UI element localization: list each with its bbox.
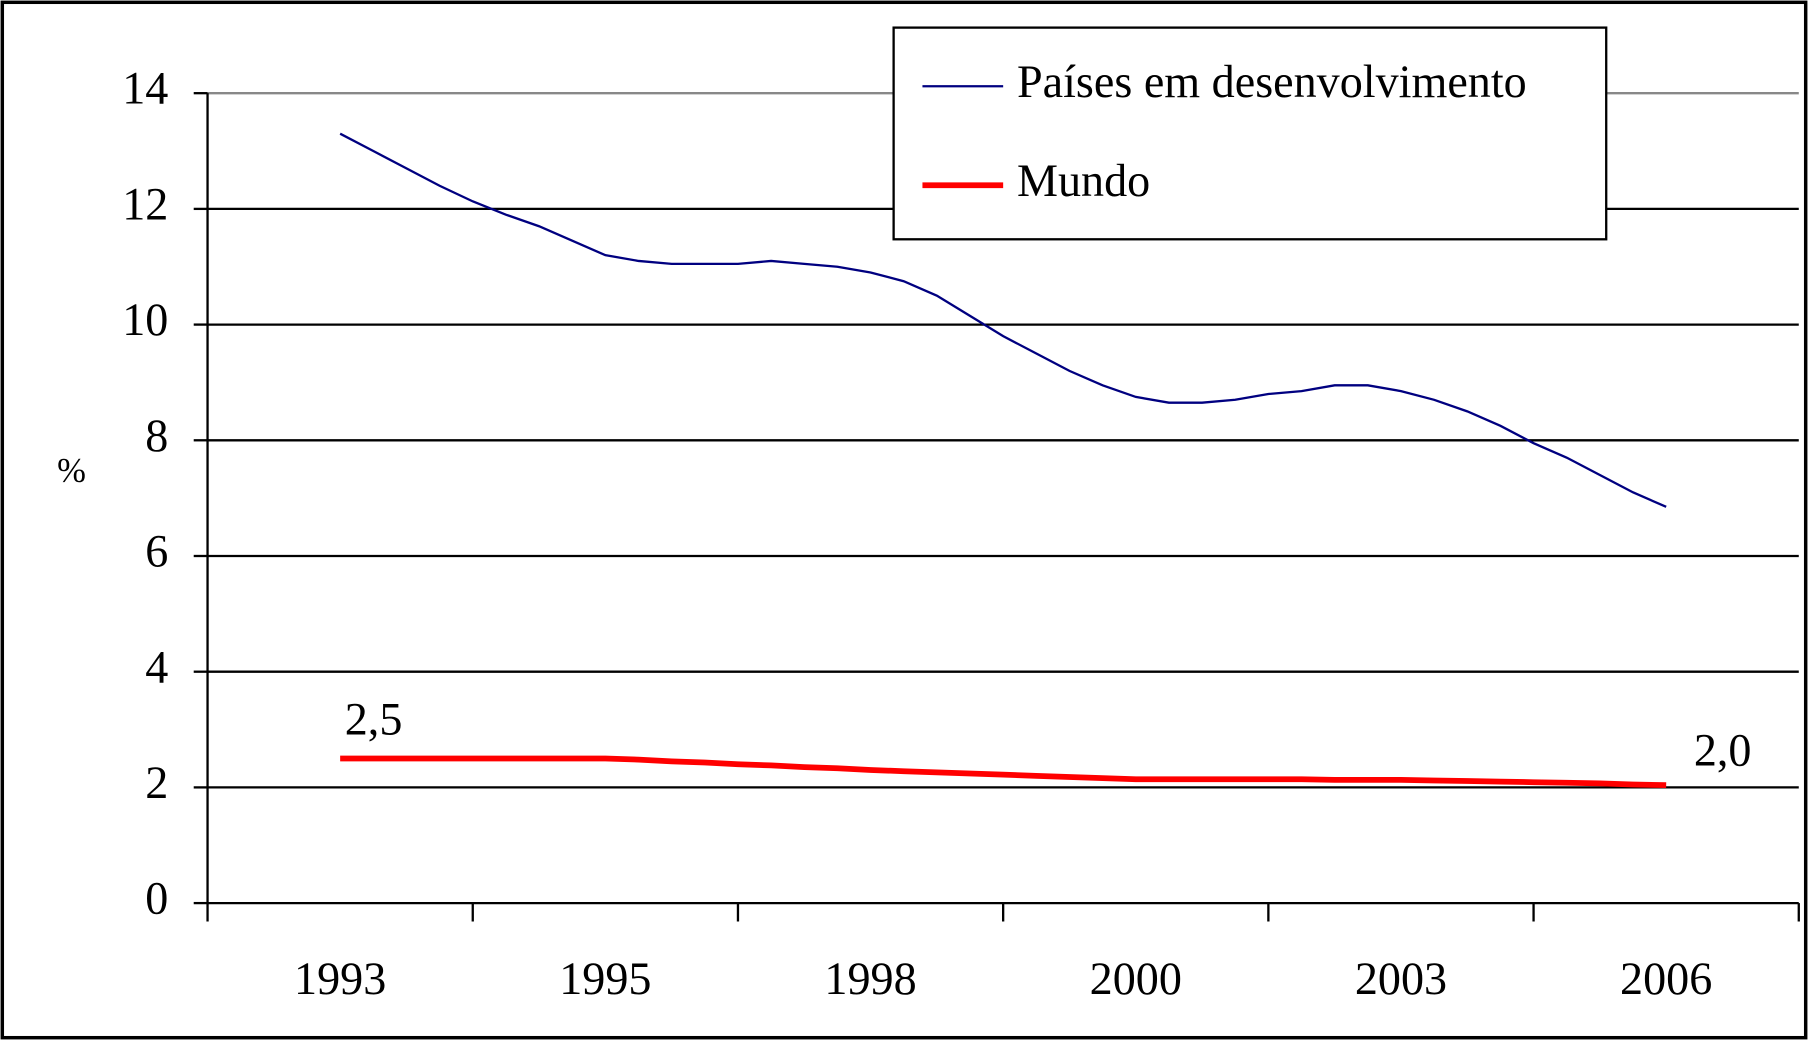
x-tick-label: 1993 xyxy=(294,953,386,1004)
y-tick-label: 14 xyxy=(122,63,168,114)
y-tick-label: 4 xyxy=(145,641,168,692)
legend-label: Países em desenvolvimento xyxy=(1017,56,1527,107)
x-tick-label: 2006 xyxy=(1620,953,1712,1004)
data-label: 2,5 xyxy=(345,694,403,745)
y-axis-label: % xyxy=(57,452,86,490)
data-line xyxy=(340,755,1667,788)
y-tick-label: 6 xyxy=(145,526,168,577)
legend: Países em desenvolvimento Mundo xyxy=(892,26,1608,241)
x-tick-label: 2000 xyxy=(1090,953,1182,1004)
x-tick-label: 2003 xyxy=(1355,953,1447,1004)
x-tick-label: 1998 xyxy=(824,953,916,1004)
y-tick-label: 10 xyxy=(122,294,168,345)
y-tick-label: 2 xyxy=(145,757,168,808)
legend-box xyxy=(892,26,1608,241)
y-tick-label: 0 xyxy=(145,873,168,924)
data-line xyxy=(339,132,1667,508)
y-tick-label: 8 xyxy=(145,410,168,461)
y-tick-label: 12 xyxy=(122,179,168,230)
x-tick-label: 1995 xyxy=(559,953,651,1004)
data-label: 2,0 xyxy=(1694,725,1752,776)
legend-label: Mundo xyxy=(1017,155,1150,206)
